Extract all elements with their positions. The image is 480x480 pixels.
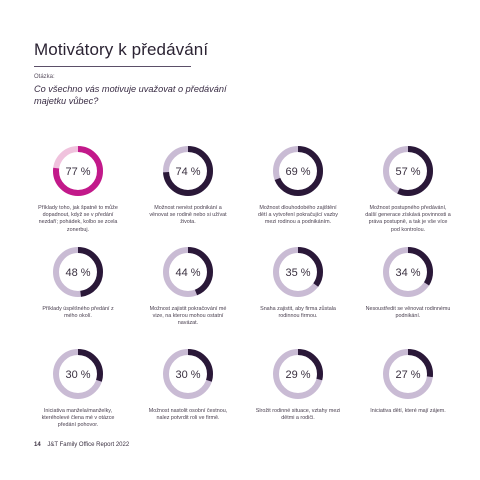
motivator-item: 77 % Příklady toho, jak špatně to může d… [23, 144, 133, 234]
donut-value-arc [53, 146, 103, 196]
percent-label: 69 % [285, 166, 310, 178]
motivator-item: 44 % Možnost zajistit pokračování mé viz… [133, 245, 243, 328]
item-caption: Možnost zajistit pokračování mé vize, na… [149, 306, 227, 327]
donut-chart: 34 % [383, 247, 433, 297]
percent-label: 27 % [395, 369, 420, 381]
motivator-item: 69 % Možnost dlouhodobého zajištění dětí… [243, 144, 353, 227]
donut-value-arc [383, 146, 433, 196]
donut-value-arc [53, 247, 103, 297]
donut-chart: 30 % [53, 349, 103, 399]
motivator-item: 30 % Možnost nastolit osobní čestnou, na… [133, 347, 243, 422]
donut-chart: 57 % [383, 146, 433, 196]
percent-label: 35 % [285, 267, 310, 279]
question-label: Otázka: [34, 74, 55, 80]
percent-label: 74 % [175, 166, 200, 178]
item-caption: Iniciativa dětí, které mají zájem. [370, 408, 446, 414]
percent-label: 57 % [395, 166, 420, 178]
donut-chart: 77 % [53, 146, 103, 196]
percent-label: 30 % [175, 369, 200, 381]
donut-value-arc [163, 247, 213, 297]
motivator-item: 27 % Iniciativa dětí, které mají zájem. [353, 347, 463, 415]
donut-chart: 30 % [163, 349, 213, 399]
donut-value-arc [53, 349, 103, 399]
page-footer: 14 J&T Family Office Report 2022 [34, 442, 129, 448]
survey-question: Co všechno vás motivuje uvažovat o předá… [34, 84, 227, 106]
donut-value-arc [273, 146, 323, 196]
item-caption: Možnost nastolit osobní čestnou, nalez p… [148, 408, 228, 422]
donut-value-arc [383, 349, 433, 399]
donut-chart: 29 % [273, 349, 323, 399]
motivator-item: 48 % Příklady úspěšného předání z mého o… [23, 245, 133, 320]
item-caption: Snaha zajistit, aby firma zůstala rodinn… [260, 306, 336, 320]
donut-chart: 44 % [163, 247, 213, 297]
percent-label: 34 % [395, 267, 420, 279]
item-caption: Iniciativa manžela/manželky, kteréholevé… [41, 408, 115, 429]
donut-value-arc [273, 349, 323, 399]
item-caption: Příklady toho, jak špatně to může dopadn… [38, 205, 118, 233]
page-number: 14 [34, 442, 41, 448]
percent-label: 48 % [65, 267, 90, 279]
percent-label: 77 % [65, 166, 90, 178]
motivator-item: 57 % Možnost postupného předávání, další… [353, 144, 463, 234]
item-caption: Slrožit rodinné situace, vztahy mezi dět… [255, 408, 341, 422]
donut-value-arc [163, 349, 213, 399]
motivator-item: 35 % Snaha zajistit, aby firma zůstala r… [243, 245, 353, 320]
item-caption: Příklady úspěšného předání z mého okolí. [42, 306, 114, 320]
donut-value-arc [163, 146, 213, 196]
report-name: J&T Family Office Report 2022 [47, 442, 130, 448]
donut-chart: 35 % [273, 247, 323, 297]
title-underline [34, 66, 191, 67]
motivator-item: 74 % Možnost nenést podnikání a věnovat … [133, 144, 243, 227]
donut-value-arc [383, 247, 433, 297]
motivator-item: 30 % Iniciativa manžela/manželky, kteréh… [23, 347, 133, 430]
item-caption: Možnost nenést podnikání a věnovat se ro… [149, 205, 227, 226]
motivator-item: 29 % Slrožit rodinné situace, vztahy mez… [243, 347, 353, 422]
page-title: Motivátory k předávání [34, 40, 209, 59]
item-caption: Možnost postupného předávání, další gene… [365, 205, 451, 233]
donut-chart: 27 % [383, 349, 433, 399]
percent-label: 44 % [175, 267, 200, 279]
percent-label: 29 % [285, 369, 310, 381]
item-caption: Nesoustředit se věnovat rodinnému podnik… [365, 306, 451, 320]
donut-value-arc [273, 247, 323, 297]
donut-chart: 74 % [163, 146, 213, 196]
percent-label: 30 % [65, 369, 90, 381]
donut-chart: 69 % [273, 146, 323, 196]
motivator-item: 34 % Nesoustředit se věnovat rodinnému p… [353, 245, 463, 320]
donut-chart: 48 % [53, 247, 103, 297]
item-caption: Možnost dlouhodobého zajištění dětí a vy… [258, 205, 338, 226]
